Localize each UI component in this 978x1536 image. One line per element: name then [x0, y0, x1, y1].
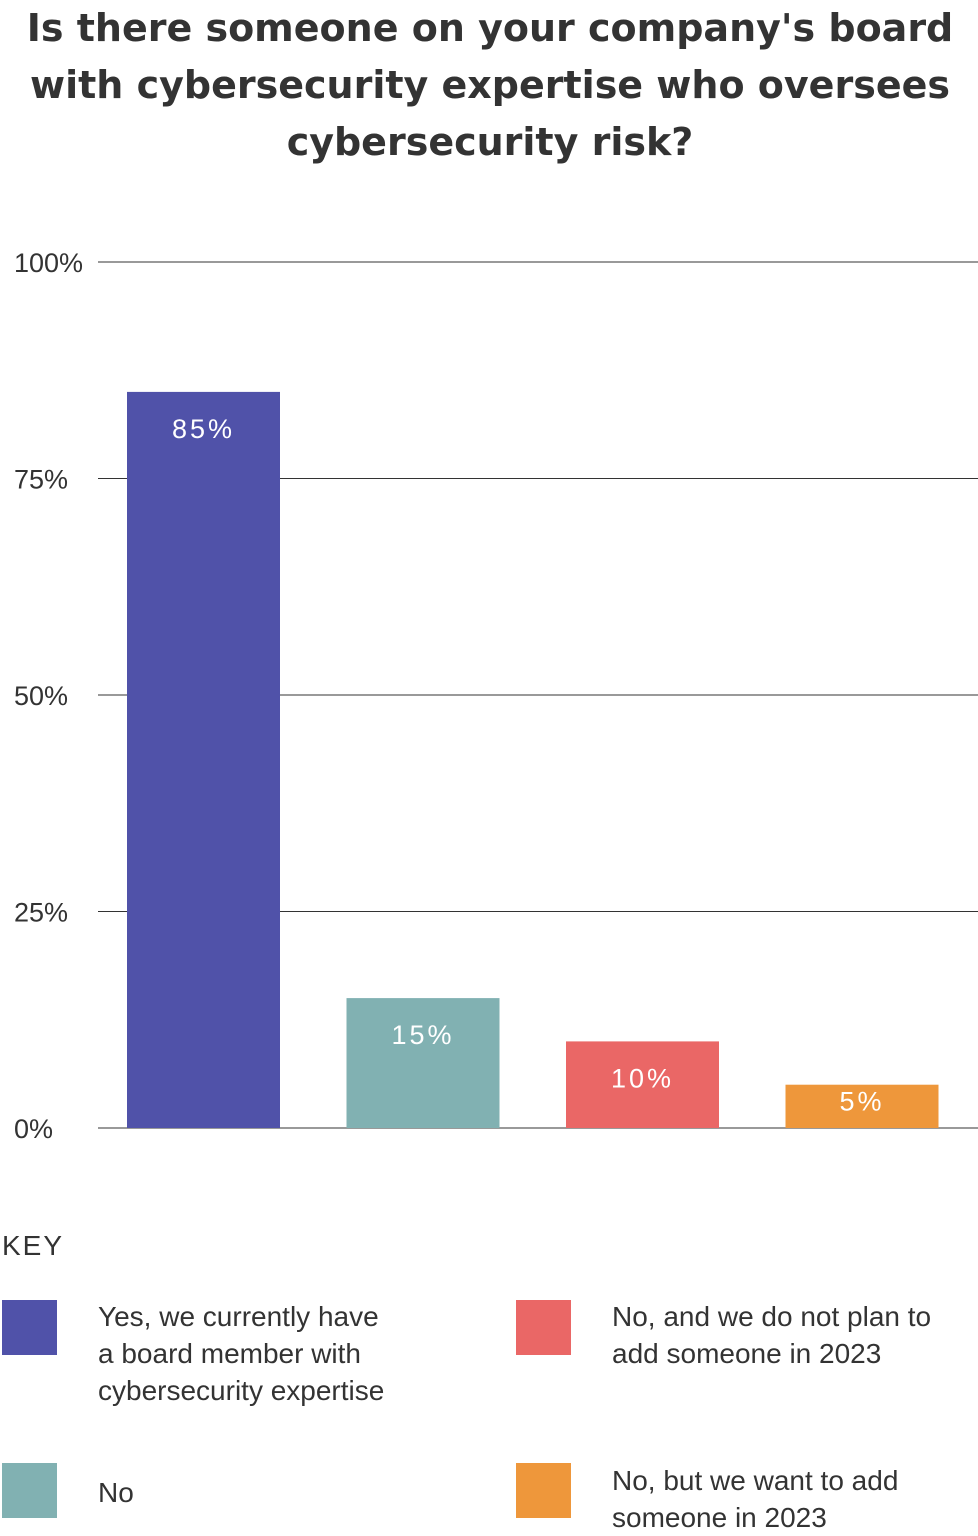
legend-swatch-no-want [516, 1463, 571, 1518]
legend-label-line: No [98, 1477, 134, 1508]
bar [127, 391, 280, 1128]
y-axis-ticks: 0% 25% 50% 75% 100% [14, 248, 83, 1144]
legend-label-line: add someone in 2023 [612, 1338, 882, 1369]
bar-value-label: 5% [839, 1087, 884, 1117]
legend-swatch-no [2, 1463, 57, 1518]
y-tick-label: 25% [14, 898, 68, 928]
legend-label-line: No, but we want to add [612, 1465, 899, 1496]
legend-label-line: No, and we do not plan to [612, 1301, 932, 1332]
chart-title: Is there someone on your company's board… [26, 6, 954, 164]
y-tick-label: 50% [14, 681, 68, 711]
legend-swatch-no-no-plan [516, 1300, 571, 1355]
legend-label-line: a board member with [98, 1338, 362, 1369]
bar-value-label: 15% [391, 1020, 454, 1050]
legend-label-line: Yes, we currently have [98, 1301, 379, 1332]
legend-swatch-yes [2, 1300, 57, 1355]
legend-label-no: No [98, 1474, 478, 1511]
bar [785, 1084, 939, 1128]
bar [566, 1041, 719, 1128]
bar-value-label: 85% [172, 414, 235, 444]
legend-label-no-want: No, but we want to add someone in 2023 [612, 1462, 978, 1536]
bar [346, 998, 500, 1128]
bar-value-labels: 85% 15% 10% 5% [172, 414, 884, 1117]
legend-label-yes: Yes, we currently have a board member wi… [98, 1298, 478, 1409]
legend-title: KEY [2, 1230, 65, 1261]
legend-label-line: cybersecurity expertise [98, 1375, 385, 1406]
bar-chart: 0% 25% 50% 75% 100% 85% 15% 10% 5% [14, 248, 978, 1144]
bar-value-label: 10% [611, 1063, 674, 1093]
y-tick-label: 75% [14, 465, 68, 495]
legend-label-no-no-plan: No, and we do not plan to add someone in… [612, 1298, 978, 1372]
bars [127, 391, 939, 1128]
legend-label-line: someone in 2023 [612, 1502, 827, 1533]
y-tick-label: 100% [14, 248, 83, 278]
y-tick-label: 0% [14, 1114, 53, 1144]
